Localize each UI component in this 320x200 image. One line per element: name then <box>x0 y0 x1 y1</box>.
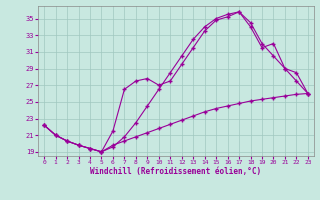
X-axis label: Windchill (Refroidissement éolien,°C): Windchill (Refroidissement éolien,°C) <box>91 167 261 176</box>
